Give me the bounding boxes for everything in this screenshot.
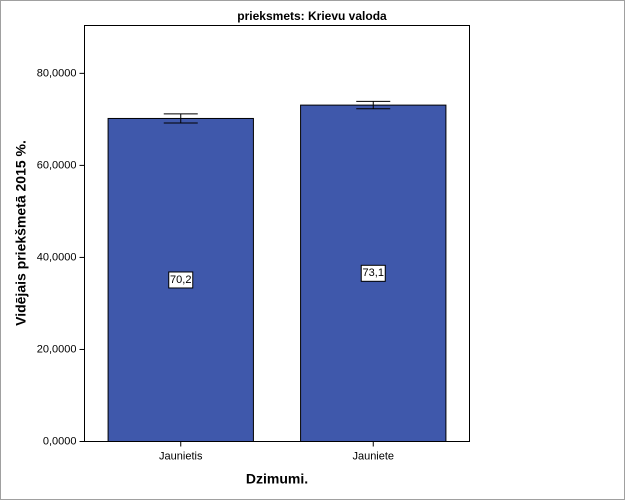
y-tick-label: 60,0000 (37, 159, 77, 171)
error-bar (356, 100, 391, 110)
data-label: 73,1 (363, 267, 384, 279)
y-tick-label: 0,0000 (43, 435, 77, 447)
x-axis-label: Dzimumi. (246, 471, 308, 487)
data-label-box (168, 271, 194, 289)
chart-title: prieksmets: Krievu valoda (237, 9, 387, 23)
x-tick-label: Jaunietis (159, 450, 203, 462)
y-tick-label: 40,0000 (37, 251, 77, 263)
y-tick-label: 80,0000 (37, 67, 77, 79)
x-tick-label: Jauniete (352, 450, 394, 462)
data-label-box (360, 264, 386, 282)
y-axis-label: Vidējais priekšmetā 2015 %. (13, 140, 29, 326)
data-label: 70,2 (170, 274, 191, 286)
error-bar (163, 113, 198, 124)
y-tick-label: 20,0000 (37, 343, 77, 355)
